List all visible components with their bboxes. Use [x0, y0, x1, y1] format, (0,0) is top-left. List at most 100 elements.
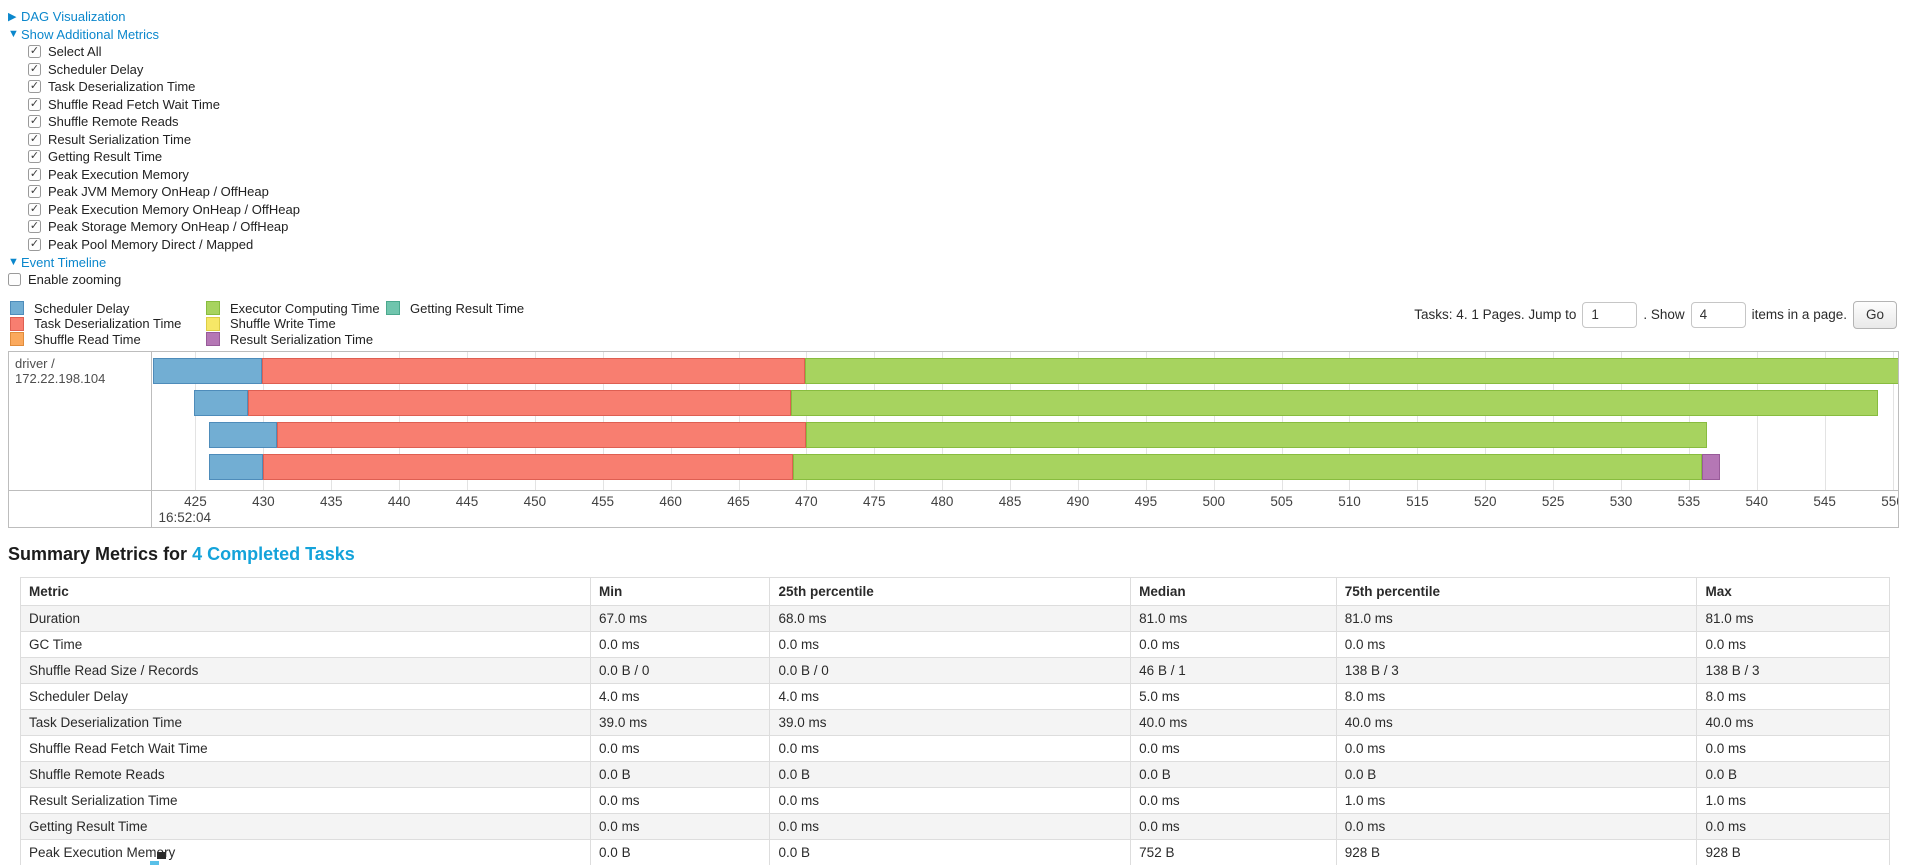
- task-segment-scheduler_delay[interactable]: [209, 454, 264, 480]
- task-segment-executor_computing[interactable]: [806, 422, 1707, 448]
- metric-value-cell: 39.0 ms: [590, 709, 771, 736]
- axis-gridline: [466, 352, 468, 490]
- pagination-prefix-text: Tasks: 4. 1 Pages. Jump to: [1414, 307, 1577, 322]
- axis-tick-label: 480: [930, 494, 954, 509]
- executor_computing-swatch-icon: [206, 301, 220, 316]
- legend-and-pagination: Scheduler Delay Task Deserialization Time…: [10, 300, 1897, 348]
- task-segment-scheduler_delay[interactable]: [153, 358, 262, 384]
- metric-value-cell: 1.0 ms: [1696, 787, 1890, 814]
- show-additional-metrics-toggle[interactable]: ▼ Show Additional Metrics: [8, 25, 1899, 43]
- metric-name-cell: Scheduler Delay: [19, 683, 592, 710]
- task-segment-executor_computing[interactable]: [805, 358, 1898, 384]
- axis-gridline: [806, 352, 808, 490]
- task-segment-task_deserialization[interactable]: [248, 390, 792, 416]
- show-additional-metrics-label: Show Additional Metrics: [21, 26, 160, 42]
- go-button[interactable]: Go: [1852, 300, 1897, 329]
- axis-tick-label: 465: [727, 494, 750, 509]
- axis-gridline: [1756, 352, 1758, 490]
- task-segment-executor_computing[interactable]: [791, 390, 1878, 416]
- table-row-peak-execution-memory: Peak Execution Memory 0.0 B 0.0 B 752 B 928 …: [19, 839, 1890, 865]
- checkbox-peak-storage-memory-onheap-offheap[interactable]: ✓: [28, 220, 41, 234]
- metric-value-cell: 81.0 ms: [1335, 605, 1698, 632]
- checkbox-getting-result-time[interactable]: ✓: [28, 150, 41, 164]
- shuffle_write-swatch-icon: [206, 316, 220, 331]
- metric-value-cell: 0.0 ms: [1335, 631, 1698, 658]
- task-segment-task_deserialization[interactable]: [263, 454, 793, 480]
- checkbox-peak-execution-memory-onheap-offheap[interactable]: ✓: [28, 202, 41, 216]
- metric-checkbox-row-shuffle-read-fetch-wait-time: ✓ Shuffle Read Fetch Wait Time: [28, 96, 1899, 114]
- task-segment-scheduler_delay[interactable]: [209, 422, 277, 448]
- metric-value-cell: 0.0 B / 0: [769, 657, 1132, 684]
- task-segment-task_deserialization[interactable]: [261, 358, 806, 384]
- legend-label: Getting Result Time: [410, 300, 525, 316]
- table-row-getting-result-time: Getting Result Time 0.0 ms 0.0 ms 0.0 ms 0.0…: [19, 813, 1890, 840]
- column-header-metric: Metric: [19, 577, 592, 606]
- axis-tick-label: 500: [1202, 494, 1225, 509]
- axis-gridline: [1417, 352, 1419, 490]
- metric-value-cell: 0.0 B / 0: [590, 657, 771, 684]
- event-timeline-toggle[interactable]: ▼ Event Timeline: [8, 253, 1899, 271]
- jump-to-page-input[interactable]: [1582, 301, 1638, 328]
- checkbox-peak-jvm-memory-onheap-offheap[interactable]: ✓: [28, 185, 41, 199]
- axis-gridline: [1349, 352, 1351, 490]
- table-row-duration: Duration 67.0 ms 68.0 ms 81.0 ms 81.0 ms 81.0…: [19, 605, 1890, 632]
- axis-gridline: [1010, 352, 1012, 490]
- axis-label-column-spacer: [9, 491, 152, 527]
- result_serialization-swatch-icon: [206, 332, 220, 347]
- legend-item-task-deserialization-time: Task Deserialization Time: [10, 316, 206, 332]
- task-segment-scheduler_delay[interactable]: [194, 390, 249, 416]
- table-row-shuffle-read-fetch-wait-time: Shuffle Read Fetch Wait Time 0.0 ms 0.0 ms…: [19, 735, 1890, 762]
- completed-tasks-link[interactable]: 4 Completed Tasks: [192, 544, 355, 564]
- task-bar-row: [152, 422, 1898, 448]
- checkbox-peak-pool-memory-direct-mapped[interactable]: ✓: [28, 237, 41, 251]
- metric-name-cell: Peak Execution Memory: [19, 839, 592, 865]
- checkbox-shuffle-read-fetch-wait-time[interactable]: ✓: [28, 97, 41, 111]
- axis-tick-label: 445: [455, 494, 479, 509]
- metric-value-cell: 40.0 ms: [1335, 709, 1698, 736]
- task-segment-result_serialization[interactable]: [1702, 454, 1721, 480]
- metric-value-cell: 0.0 ms: [769, 787, 1132, 814]
- axis-gridline: [1213, 352, 1215, 490]
- shuffle_read-swatch-icon: [10, 332, 24, 347]
- checkbox-task-deserialization-time[interactable]: ✓: [28, 80, 41, 94]
- metric-value-cell: 4.0 ms: [590, 683, 771, 710]
- axis-gridline: [1485, 352, 1487, 490]
- metric-checkbox-row-result-serialization-time: ✓ Result Serialization Time: [28, 131, 1899, 149]
- metric-value-cell: 0.0 ms: [590, 787, 771, 814]
- axis-gridline: [399, 352, 401, 490]
- task-segment-executor_computing[interactable]: [792, 454, 1703, 480]
- checkbox-result-serialization-time[interactable]: ✓: [28, 132, 41, 146]
- timeline-legend: Scheduler Delay Task Deserialization Time…: [10, 301, 524, 348]
- checkbox-shuffle-remote-reads[interactable]: ✓: [28, 115, 41, 129]
- legend-item-result-serialization-time: Result Serialization Time: [206, 332, 386, 348]
- axis-gridline: [263, 352, 265, 490]
- metric-value-cell: 0.0 B: [1696, 761, 1890, 788]
- legend-column: Executor Computing Time Shuffle Write Tim…: [206, 301, 386, 348]
- task-segment-task_deserialization[interactable]: [276, 422, 807, 448]
- axis-tick-label: 495: [1134, 494, 1158, 509]
- enable-zooming-checkbox[interactable]: [8, 273, 21, 287]
- metric-name-cell: Task Deserialization Time: [19, 709, 592, 736]
- legend-label: Shuffle Write Time: [230, 316, 336, 332]
- metric-value-cell: 4.0 ms: [769, 683, 1132, 710]
- checkbox-label: Peak Pool Memory Direct / Mapped: [48, 236, 254, 252]
- timeline-plot-area[interactable]: [152, 352, 1898, 490]
- checkbox-scheduler-delay[interactable]: ✓: [28, 62, 41, 76]
- metric-name-cell: Getting Result Time: [19, 813, 592, 840]
- column-header-25th-percentile: 25th percentile: [769, 577, 1132, 606]
- legend-item-executor-computing-time: Executor Computing Time: [206, 301, 386, 317]
- metric-value-cell: 1.0 ms: [1335, 787, 1698, 814]
- axis-gridline: [1553, 352, 1555, 490]
- metric-value-cell: 0.0 ms: [590, 813, 771, 840]
- axis-gridline: [1688, 352, 1690, 490]
- checkbox-peak-execution-memory[interactable]: ✓: [28, 167, 41, 181]
- metric-value-cell: 0.0 B: [1335, 761, 1698, 788]
- metric-value-cell: 0.0 ms: [590, 631, 771, 658]
- metric-checkbox-row-shuffle-remote-reads: ✓ Shuffle Remote Reads: [28, 113, 1899, 131]
- dag-visualization-toggle[interactable]: ▶ DAG Visualization: [8, 7, 1899, 25]
- executor-label-column: driver / 172.22.198.104: [9, 352, 152, 490]
- metric-value-cell: 928 B: [1335, 839, 1698, 865]
- metric-value-cell: 0.0 ms: [769, 813, 1132, 840]
- items-per-page-input[interactable]: [1690, 301, 1746, 328]
- checkbox-select-all[interactable]: ✓: [28, 45, 41, 59]
